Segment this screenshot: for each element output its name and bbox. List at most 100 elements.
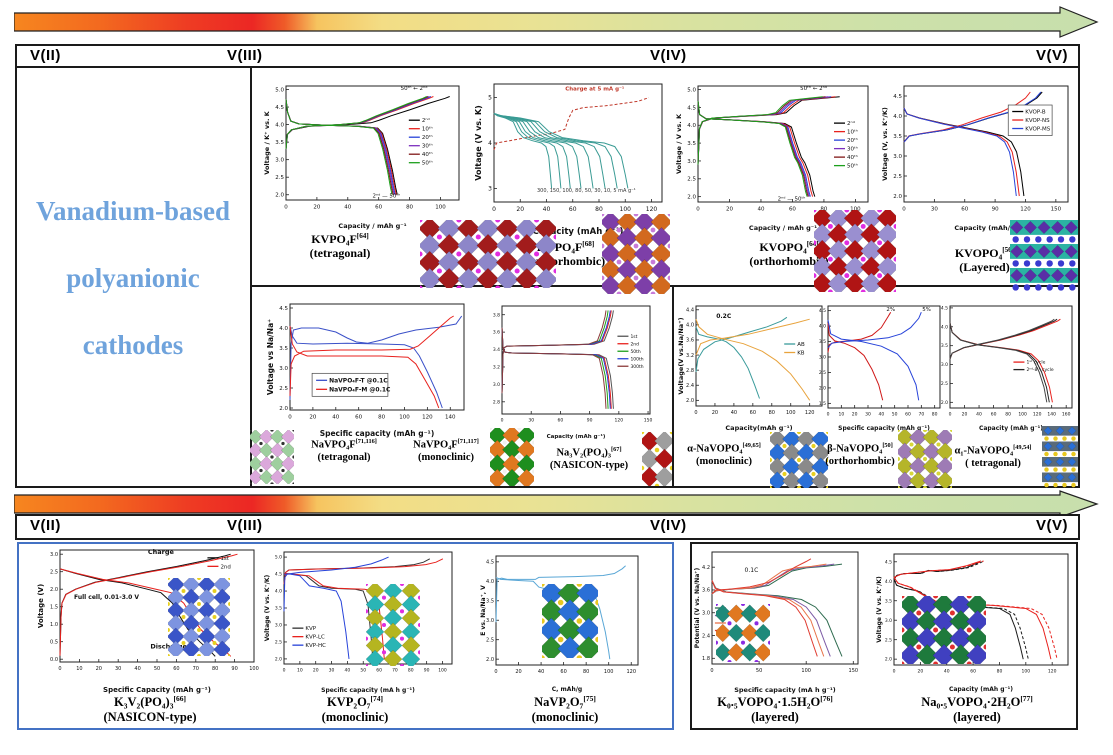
caption-phase: (monoclinic): [696, 455, 752, 467]
svg-text:Specific capacity (mA h g⁻¹): Specific capacity (mA h g⁻¹): [321, 687, 415, 694]
svg-text:3.0: 3.0: [941, 362, 948, 368]
figure-title: Vanadium-based polyanionic cathodes: [25, 196, 241, 361]
svg-text:Voltage (V vs. K): Voltage (V vs. K): [474, 105, 483, 180]
svg-text:C, mAh/g: C, mAh/g: [552, 686, 582, 693]
svg-text:2.5: 2.5: [893, 174, 902, 180]
svg-text:4.5: 4.5: [941, 305, 948, 311]
svg-text:Capacity (mAh g⁻¹): Capacity (mAh g⁻¹): [979, 425, 1043, 432]
svg-text:0.0: 0.0: [50, 657, 58, 663]
svg-text:KVOP-NS: KVOP-NS: [1025, 118, 1050, 124]
caption-formula: β-NaVOPO₄[50]: [827, 442, 893, 455]
svg-text:30: 30: [865, 412, 871, 418]
caption-formula: NaVP₂O₇[75]: [534, 694, 596, 710]
svg-text:40: 40: [731, 410, 737, 416]
svg-text:2.5: 2.5: [486, 637, 494, 643]
svg-text:120: 120: [1048, 669, 1057, 675]
svg-text:60: 60: [961, 207, 968, 213]
svg-text:2.5: 2.5: [275, 640, 282, 646]
caption-phase: (monoclinic): [418, 451, 474, 463]
svg-text:4.0: 4.0: [885, 579, 892, 585]
svg-text:4.5: 4.5: [275, 105, 284, 111]
svg-text:1st: 1st: [220, 556, 229, 562]
svg-text:20: 20: [917, 669, 923, 675]
gradient-arrow-bottom: [14, 490, 1099, 518]
svg-text:100th: 100th: [630, 356, 643, 362]
caption-navpo4f-monoclinic: NaVPO₄F[71,117] (monoclinic): [396, 438, 496, 464]
svg-text:2.0: 2.0: [885, 657, 892, 663]
svg-text:2.0: 2.0: [687, 195, 696, 201]
svg-text:3.5: 3.5: [279, 346, 288, 352]
caption-phase: (orthorhombic): [825, 455, 895, 467]
crystal-structure-k05vopo4: [716, 604, 770, 662]
crystal-structure-na05vopo4: [902, 596, 986, 664]
svg-text:3.0: 3.0: [275, 158, 284, 164]
bottom-left-group-box: [17, 542, 674, 730]
svg-text:60: 60: [355, 415, 362, 421]
svg-text:20: 20: [852, 412, 858, 418]
svg-text:50: 50: [154, 666, 160, 672]
chart-kvopo4-56-layered: 0 30 60 90 120 150 2.0 2.5 3.0 3.5 4.0 4.5 Capacity …: [881, 85, 1069, 232]
svg-text:Voltage / V vs. K: Voltage / V vs. K: [675, 113, 683, 174]
svg-text:1.5: 1.5: [50, 604, 58, 610]
svg-text:1ˢᵗ cycle: 1ˢᵗ cycle: [1026, 360, 1045, 366]
svg-text:5.0: 5.0: [275, 555, 282, 561]
svg-text:4.5: 4.5: [893, 94, 902, 100]
svg-text:3.5: 3.5: [941, 343, 948, 349]
chart-navpo4f: 0 20 40 60 80 100 120 140 2.0 2.5 3.0 3.5 4.0 4.5 Spec…: [266, 303, 465, 438]
divider-title-cell: [250, 66, 252, 488]
crystal-structure-kvpo4f-tetragonal: [420, 220, 556, 288]
crystal-structure-kvp2o7: [366, 584, 420, 666]
svg-text:2.8: 2.8: [493, 399, 500, 405]
title-line-1: Vanadium-based: [35, 196, 231, 226]
svg-text:140: 140: [1047, 412, 1056, 418]
chart-kvopo4-64-orthorhombic: 0204060801002.02.53.03.54.04.55.0Capacit…: [675, 85, 869, 232]
svg-text:20: 20: [712, 410, 718, 416]
svg-text:120: 120: [1020, 207, 1031, 213]
svg-text:5.0: 5.0: [275, 87, 284, 93]
caption-formula: K₃V₂(PO₄)₃[66]: [114, 694, 186, 710]
svg-text:KVOP-MS: KVOP-MS: [1025, 126, 1051, 132]
svg-text:3.0: 3.0: [493, 382, 500, 388]
caption-navp2o7: NaVP₂O₇[75] (monoclinic): [494, 694, 636, 725]
svg-text:3.5: 3.5: [275, 606, 282, 612]
caption-alpha1-navopo4: α₁-NaVOPO₄[49,54] ( tetragonal): [946, 444, 1040, 470]
crystal-structure-navp2o7: [542, 584, 598, 658]
svg-text:KVP: KVP: [305, 626, 316, 632]
svg-text:300, 150, 100, 80, 50, 30, 10,: 300, 150, 100, 80, 50, 30, 10, 5 mA g⁻¹: [537, 188, 636, 194]
caption-formula: α-NaVOPO₄[49,65]: [687, 442, 761, 455]
svg-text:120: 120: [805, 410, 815, 416]
crystal-structure-kvopo4-layered: [1010, 220, 1078, 291]
svg-text:4.0: 4.0: [275, 589, 282, 595]
caption-formula: KVP₂O₇[74]: [326, 694, 384, 710]
svg-text:0: 0: [827, 412, 830, 418]
crystal-structure-na3v2po43: [642, 432, 672, 486]
caption-formula: KVOPO₄[56]: [954, 246, 1015, 260]
svg-text:120: 120: [422, 415, 433, 421]
top-table-frame: [15, 66, 1080, 488]
svg-text:Discharge: Discharge: [150, 643, 187, 651]
svg-text:Capacity / mAh g⁻¹: Capacity / mAh g⁻¹: [338, 222, 406, 230]
divider-row2-groups: [672, 285, 674, 488]
caption-navpo4f-tetragonal: NaVPO₄F[71,116] (tetragonal): [294, 438, 394, 464]
svg-text:2ⁿᵈ: 2ⁿᵈ: [422, 117, 430, 124]
svg-text:120: 120: [615, 418, 624, 424]
svg-text:40: 40: [757, 207, 764, 213]
crystal-structure-kvpo4f-orthorhombic: [602, 214, 670, 294]
chart-na3v2po43: 0 30 60 90 120 150 2.8 3.0 3.2 3.4 3.6 3.8 Capacity …: [493, 305, 652, 440]
svg-text:20: 20: [313, 668, 319, 674]
header-label-v2: V(II): [30, 517, 61, 534]
svg-text:0: 0: [893, 669, 896, 675]
chart-alpha1-navopo4: 0 20 40 60 80 100 120 140 160 2.0 2.5 3.0 3.5 4.0 4.5 C…: [941, 305, 1073, 432]
svg-text:140: 140: [445, 415, 456, 421]
svg-text:3.0: 3.0: [819, 355, 826, 361]
svg-text:2.0: 2.0: [941, 400, 948, 406]
svg-text:4.0: 4.0: [687, 123, 696, 129]
svg-text:3.2: 3.2: [493, 365, 500, 371]
svg-text:20: 20: [726, 207, 733, 213]
svg-text:10ᵗʰ: 10ᵗʰ: [422, 126, 433, 133]
caption-formula: Na₀.₅VOPO₄·2H₂O[77]: [921, 694, 1033, 710]
svg-text:2.8: 2.8: [686, 368, 694, 374]
caption-phase: (monoclinic): [531, 709, 599, 724]
svg-text:Voltage (V vs. K⁺/K): Voltage (V vs. K⁺/K): [264, 574, 271, 641]
svg-text:0: 0: [694, 410, 697, 416]
